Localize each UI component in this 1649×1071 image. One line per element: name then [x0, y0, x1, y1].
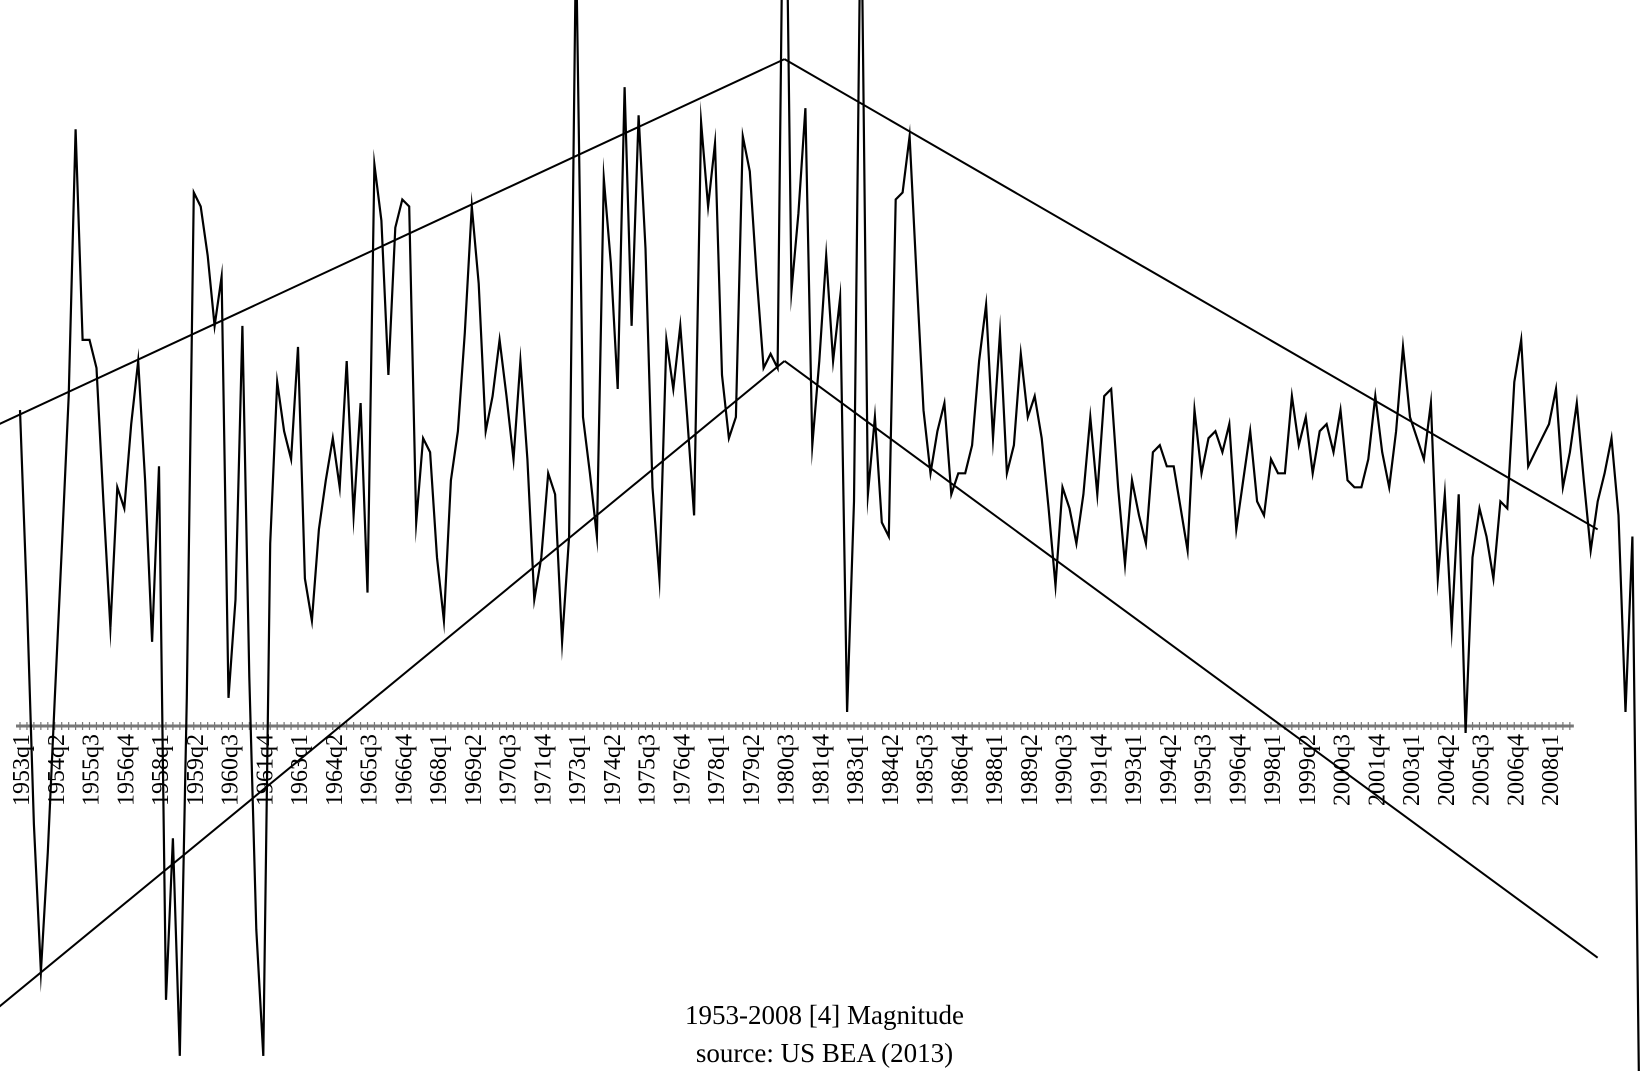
x-tick-label: 1988q1	[982, 734, 1008, 806]
x-tick-label: 1964q2	[322, 734, 348, 806]
x-tick-label: 1989q2	[1017, 734, 1043, 806]
x-tick-label: 1984q2	[878, 734, 904, 806]
x-tick-label: 2005q3	[1469, 734, 1495, 806]
series-line	[18, 0, 1640, 1071]
x-tick-label: 1976q4	[669, 734, 695, 806]
x-tick-label: 1971q4	[530, 734, 556, 806]
trend-line	[0, 58, 785, 425]
chart-source: source: US BEA (2013)	[695, 1038, 954, 1068]
x-tick-label: 1979q2	[739, 734, 765, 806]
x-tick-label: 2003q1	[1399, 734, 1425, 806]
x-tick-label: 1965q3	[357, 734, 383, 806]
trend-line	[0, 360, 786, 1008]
x-tick-label: 2006q4	[1503, 734, 1529, 806]
x-tick-label: 1980q3	[774, 734, 800, 806]
x-tick-label: 1995q3	[1191, 734, 1217, 806]
x-tick-label: 1981q4	[808, 734, 834, 806]
x-tick-label: 1955q3	[79, 734, 105, 806]
x-tick-label: 1978q1	[704, 734, 730, 806]
x-tick-label: 1959q2	[183, 734, 209, 806]
x-tick-label: 1975q3	[635, 734, 661, 806]
x-tick-label: 1970q3	[496, 734, 522, 806]
x-tick-label: 1986q4	[947, 734, 973, 806]
x-tick-label: 1974q2	[600, 734, 626, 806]
trend-line	[783, 58, 1599, 531]
x-tick-label: 1985q3	[913, 734, 939, 806]
chart-title: 1953-2008 [4] Magnitude	[685, 1000, 964, 1030]
x-tick-label: 1983q1	[843, 734, 869, 806]
x-tick-label: 1956q4	[113, 734, 139, 806]
x-tick-label: 1960q3	[218, 734, 244, 806]
x-tick-label: 2004q2	[1434, 734, 1460, 806]
x-tick-label: 1958q1	[148, 734, 174, 806]
x-tick-label: 1996q4	[1225, 734, 1251, 806]
x-tick-label: 1968q1	[426, 734, 452, 806]
x-tick-label: 1993q1	[1121, 734, 1147, 806]
x-tick-label: 1994q2	[1156, 734, 1182, 806]
x-tick-label: 1973q1	[565, 734, 591, 806]
trend-line	[783, 360, 1599, 959]
x-tick-label: 1991q4	[1086, 734, 1112, 806]
x-tick-label: 1969q2	[461, 734, 487, 806]
x-tick-label: 1998q1	[1260, 734, 1286, 806]
x-tick-label: 1990q3	[1052, 734, 1078, 806]
x-tick-label: 2001q4	[1364, 734, 1390, 806]
x-tick-label: 1963q1	[287, 734, 313, 806]
x-tick-label: 1966q4	[391, 734, 417, 806]
x-tick-label: 1954q2	[44, 734, 70, 806]
x-tick-label: 2008q1	[1538, 734, 1564, 806]
